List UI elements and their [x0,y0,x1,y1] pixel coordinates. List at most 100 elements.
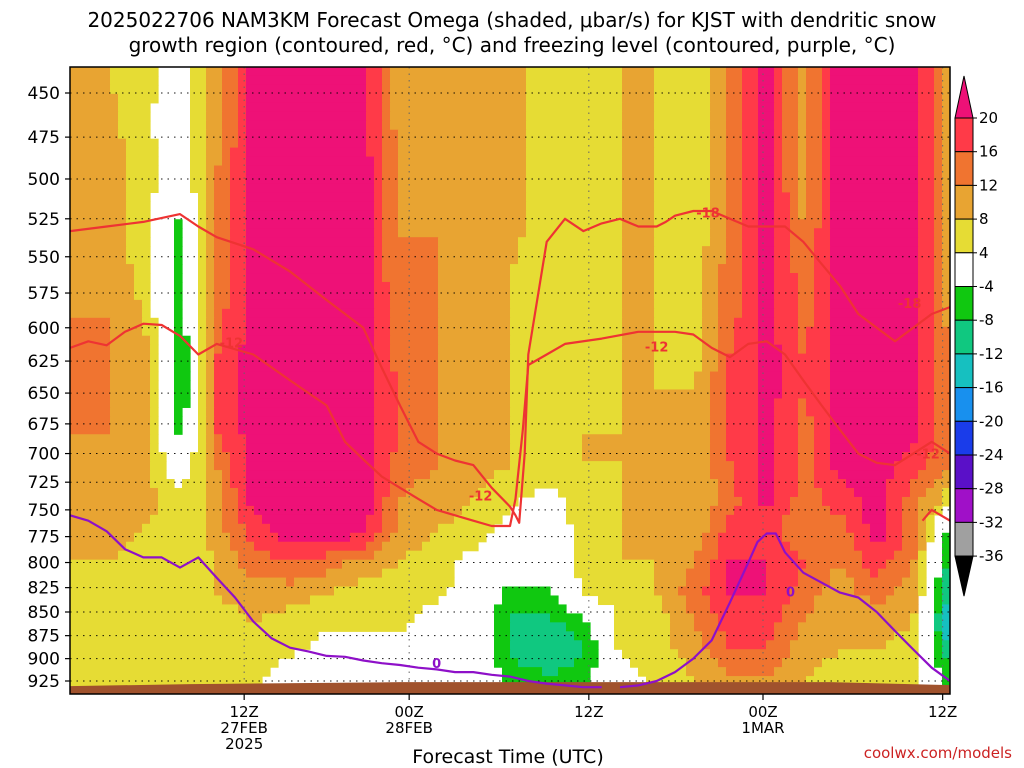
omega-cell [70,273,135,283]
omega-cell [718,281,743,292]
omega-cell [758,317,775,328]
omega-cell [150,362,159,373]
omega-cell [942,470,950,480]
omega-cell [758,111,775,122]
omega-cell [366,541,383,552]
omega-cell [374,201,383,211]
omega-cell [510,308,623,319]
omega-cell [710,470,735,480]
omega-cell [118,111,151,122]
omega-cell [398,129,527,140]
omega-cell [374,452,391,462]
omega-cell [726,371,759,382]
omega-cell [622,246,655,256]
omega-cell [70,398,111,408]
omega-cell [510,290,623,301]
omega-cell [798,317,815,328]
omega-cell [718,273,743,283]
omega-cell [398,505,463,516]
omega-cell [214,443,223,453]
omega-cell [206,120,223,131]
omega-cell [934,93,943,104]
omega-cell [726,380,759,391]
omega-cell [174,335,191,346]
omega-cell [774,317,799,328]
omega-cell [390,487,407,498]
omega-cell [622,255,655,265]
omega-cell [622,102,655,113]
omega-cell [526,156,623,167]
omega-cell [822,67,831,77]
omega-cell [526,67,623,77]
omega-cell [110,344,151,355]
omega-cell [654,75,711,86]
omega-cell [398,210,527,220]
omega-cell [246,174,375,185]
omega-cell [246,496,375,507]
omega-cell [718,622,775,632]
omega-cell [614,622,671,632]
omega-cell [174,353,191,364]
omega-cell [70,550,119,561]
omega-cell [422,541,479,552]
omega-cell [702,326,719,337]
omega-cell [230,210,247,220]
omega-cell [710,595,791,606]
omega-cell [238,398,375,408]
omega-cell [798,210,807,220]
omega-cell [70,111,119,122]
omega-cell [382,147,399,158]
omega-cell [814,452,831,462]
omega-cell [214,353,239,364]
omega-cell [758,479,775,489]
omega-cell [510,389,623,400]
omega-cell [398,398,439,408]
omega-cell [206,514,223,525]
omega-cell [758,290,775,301]
omega-cell [830,577,855,588]
omega-cell [118,129,151,140]
omega-cell [238,75,247,86]
omega-cell [934,389,950,400]
omega-cell [214,210,231,220]
omega-cell [174,389,191,400]
omega-cell [758,129,775,140]
omega-cell [374,264,383,274]
omega-cell [862,514,887,525]
omega-cell [654,84,711,95]
omega-cell [934,299,943,310]
omega-cell [214,550,239,561]
omega-cell [814,461,831,471]
omega-cell [718,479,735,489]
omega-cell [734,335,759,346]
omega-cell [622,111,655,122]
omega-cell [398,496,471,507]
omega-cell [726,75,743,86]
omega-cell [382,75,391,86]
omega-cell [942,111,950,122]
omega-cell [622,84,655,95]
omega-cell [190,452,207,462]
omega-cell [70,541,127,552]
omega-cell [934,111,943,122]
omega-cell [438,443,511,453]
omega-cell [70,676,263,686]
omega-cell [830,434,919,444]
omega-cell [206,174,215,185]
omega-cell [830,237,919,247]
omega-cell [830,344,919,355]
omega-cell [246,129,367,140]
omega-cell [438,416,511,426]
omega-cell [814,416,831,426]
omega-cell [654,559,695,570]
omega-cell [454,514,503,525]
omega-cell [398,371,439,382]
omega-cell [902,523,919,534]
omega-cell [398,192,527,202]
omega-cell [710,84,727,95]
grid-lines [70,67,950,694]
omega-cell [174,326,183,337]
omega-cell [918,174,935,185]
omega-cell [70,120,119,131]
omega-cell [622,67,655,77]
